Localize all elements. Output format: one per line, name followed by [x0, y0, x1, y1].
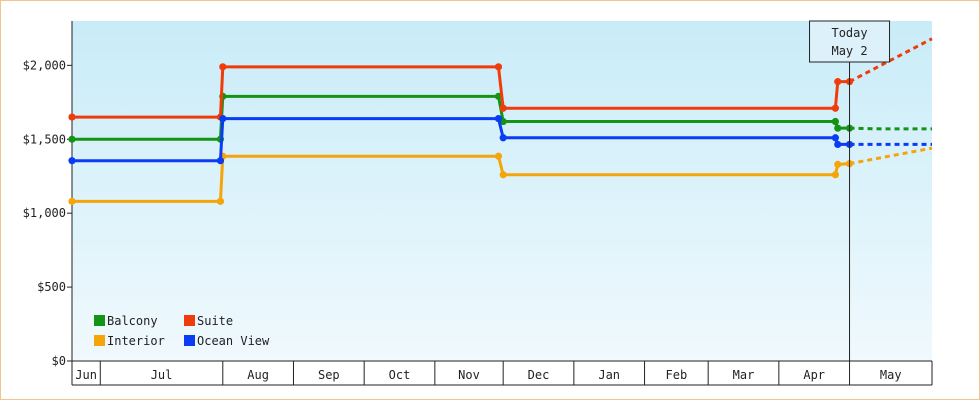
today-marker: Today May 2 [809, 20, 891, 361]
data-point [831, 171, 839, 179]
data-point [499, 104, 507, 112]
legend-swatch [184, 335, 195, 346]
data-point [831, 104, 839, 112]
data-point [834, 124, 842, 132]
month-label: Jul [151, 368, 173, 382]
month-label: Mar [733, 368, 755, 382]
month-label: Sep [318, 368, 340, 382]
month-label: Jun [75, 368, 97, 382]
data-point [68, 135, 76, 143]
x-axis: Jun Jul Aug Sep Oct Nov Dec Jan Feb Mar Apr May [71, 360, 933, 386]
data-point [219, 114, 227, 123]
data-point [68, 157, 76, 165]
legend-label: Balcony [107, 314, 158, 328]
y-tick-label: $1,500 [23, 132, 66, 146]
plot-background [72, 21, 932, 361]
series-interior [68, 146, 933, 205]
series-lines [68, 37, 933, 205]
legend-swatch [94, 335, 105, 346]
legend-label: Interior [107, 334, 165, 348]
data-point [831, 117, 839, 126]
month-label: Nov [458, 368, 480, 382]
y-tick-label: $1,000 [23, 206, 66, 220]
series-suite [68, 37, 933, 121]
data-point [494, 114, 503, 123]
legend-label: Ocean View [197, 334, 270, 348]
legend-swatch [184, 315, 195, 326]
data-point [494, 63, 503, 71]
y-tick-label: $500 [37, 280, 66, 294]
month-label: Dec [528, 368, 550, 382]
series-forecast-line [849, 126, 932, 131]
data-point [834, 78, 842, 86]
data-point [499, 134, 507, 142]
data-point [216, 157, 225, 165]
y-tick-label: $2,000 [23, 58, 66, 72]
month-label: Jan [598, 368, 620, 382]
month-label: Oct [389, 368, 411, 382]
data-point [219, 63, 227, 71]
series-line [72, 65, 850, 119]
today-date-label: May 2 [831, 44, 867, 58]
data-point [68, 197, 76, 205]
legend-swatch [94, 315, 105, 326]
data-point [216, 197, 225, 205]
today-box [809, 20, 891, 63]
data-point [68, 113, 76, 121]
legend-label: Suite [197, 314, 233, 328]
legend: Balcony Suite Interior Ocean View [94, 314, 270, 348]
y-axis-ticks: $0 $500 $1,000 $1,500 $2,000 [23, 21, 73, 368]
y-tick-label: $0 [52, 354, 66, 368]
data-point [494, 152, 503, 160]
data-point [831, 134, 839, 142]
data-point [499, 171, 507, 179]
month-label: Apr [803, 368, 825, 382]
month-label: May [880, 368, 902, 382]
data-point [834, 140, 842, 149]
month-label: Aug [247, 368, 269, 382]
today-label: Today [831, 26, 867, 40]
series-forecast-line [849, 146, 933, 166]
month-label: Feb [666, 368, 688, 382]
series-ocean-view [68, 114, 932, 165]
data-point [834, 160, 842, 168]
series-forecast-line [848, 37, 933, 83]
